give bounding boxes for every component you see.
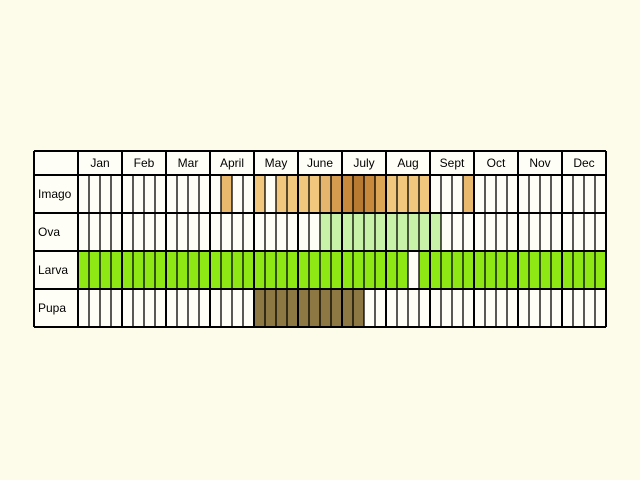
imago-band-5: [342, 175, 353, 213]
stage-label-pupa: Pupa: [38, 301, 66, 315]
month-label-june: June: [307, 156, 333, 170]
stage-label-imago: Imago: [38, 187, 72, 201]
imago-band-10: [463, 175, 474, 213]
imago-band-8: [375, 175, 386, 213]
month-label-july: July: [353, 156, 374, 170]
month-label-nov: Nov: [529, 156, 550, 170]
month-label-feb: Feb: [134, 156, 155, 170]
table-labels: Jan Feb Mar April May June July Aug Sept Oct Nov De…: [38, 156, 595, 315]
month-label-may: May: [265, 156, 288, 170]
table-grid: [33, 150, 607, 328]
month-label-aug: Aug: [397, 156, 418, 170]
larva-band-1: [419, 251, 606, 289]
imago-band-3: [320, 175, 331, 213]
stage-label-ova: Ova: [38, 225, 60, 239]
month-label-sept: Sept: [440, 156, 465, 170]
imago-band-7: [364, 175, 375, 213]
stage-label-larva: Larva: [38, 263, 68, 277]
month-label-dec: Dec: [573, 156, 594, 170]
month-label-oct: Oct: [487, 156, 506, 170]
month-label-mar: Mar: [178, 156, 199, 170]
month-label-jan: Jan: [90, 156, 109, 170]
imago-band-6: [353, 175, 364, 213]
imago-band-4: [331, 175, 342, 213]
imago-band-1: [254, 175, 265, 213]
month-label-april: April: [220, 156, 244, 170]
imago-band-0: [221, 175, 232, 213]
ova-band-0: [320, 213, 441, 251]
